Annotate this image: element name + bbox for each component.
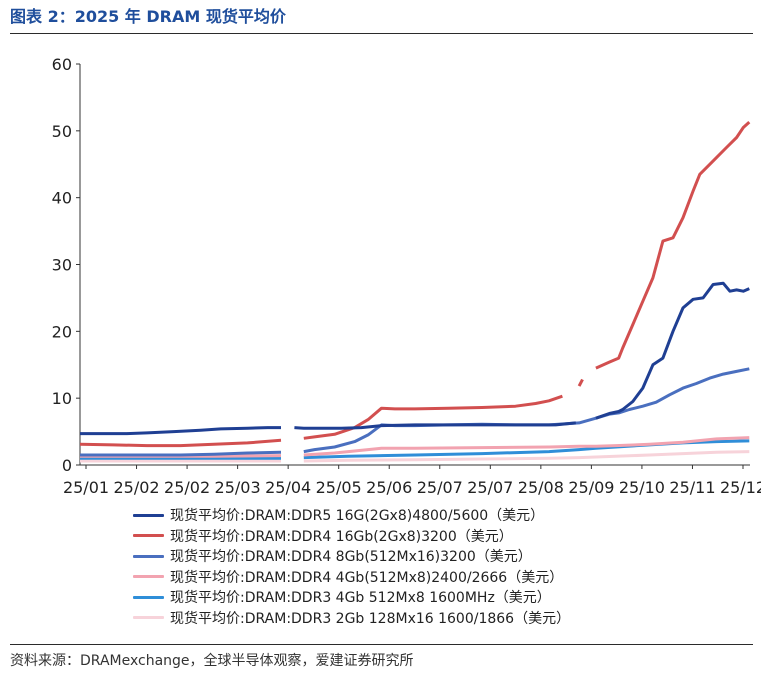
legend-label: 现货平均价:DRAM:DDR3 2Gb 128Mx16 1600/1866（美元… — [170, 610, 571, 627]
x-tick-label: 25/02 — [164, 478, 210, 497]
source-note: 资料来源：DRAMexchange，全球半导体观察，爱建证券研究所 — [10, 653, 414, 669]
series-path — [303, 394, 563, 440]
x-tick-label: 25/06 — [366, 478, 412, 497]
legend-label: 现货平均价:DRAM:DDR4 16Gb(2Gx8)3200（美元） — [170, 528, 513, 545]
x-axis: 25/01 25/02 25/02 25/03 25/04 25/05 25/06 25/07… — [63, 464, 761, 497]
series-layer — [79, 120, 751, 463]
header-divider — [10, 33, 753, 34]
series-line — [79, 120, 751, 448]
x-tick-label: 25/07 — [467, 478, 513, 497]
series-path — [294, 421, 576, 430]
series-path — [79, 438, 282, 448]
legend-swatch — [133, 595, 164, 599]
y-axis: 0 10 20 30 40 50 60 — [52, 55, 81, 475]
x-tick-label: 25/10 — [619, 478, 665, 497]
legend-item: 现货平均价:DRAM:DDR5 16G(2Gx8)4800/5600（美元） — [133, 505, 693, 526]
series-path — [80, 426, 281, 436]
x-tick-label: 25/05 — [316, 478, 362, 497]
series-path — [303, 436, 750, 457]
series-path — [80, 450, 282, 457]
legend-item: 现货平均价:DRAM:DDR4 16Gb(2Gx8)3200（美元） — [133, 526, 693, 547]
legend-swatch — [133, 616, 164, 620]
legend-item: 现货平均价:DRAM:DDR4 4Gb(512Mx8)2400/2666（美元） — [133, 567, 693, 588]
series-path — [303, 367, 750, 454]
y-tick-label: 60 — [52, 55, 72, 74]
footer-divider — [10, 644, 753, 645]
x-tick-label: 25/09 — [568, 478, 614, 497]
legend-label: 现货平均价:DRAM:DDR5 16G(2Gx8)4800/5600（美元） — [170, 508, 545, 525]
chart-legend: 现货平均价:DRAM:DDR5 16G(2Gx8)4800/5600（美元） 现货… — [133, 505, 693, 628]
x-tick-label: 25/03 — [215, 478, 261, 497]
x-tick-label: 25/11 — [669, 478, 715, 497]
series-path — [595, 281, 750, 420]
series-path — [577, 378, 584, 387]
legend-swatch — [133, 575, 164, 579]
legend-swatch — [133, 513, 164, 517]
legend-item: 现货平均价:DRAM:DDR3 2Gb 128Mx16 1600/1866（美元… — [133, 608, 693, 629]
legend-label: 现货平均价:DRAM:DDR4 4Gb(512Mx8)2400/2666（美元） — [170, 569, 564, 586]
series-line — [80, 450, 750, 463]
x-tick-label: 25/07 — [417, 478, 463, 497]
series-path — [595, 120, 751, 370]
y-tick-label: 10 — [52, 389, 72, 408]
series-line — [80, 367, 750, 457]
legend-swatch — [133, 554, 164, 558]
y-tick-label: 50 — [52, 122, 72, 141]
legend-label: 现货平均价:DRAM:DDR3 4Gb 512Mx8 1600MHz（美元） — [170, 590, 551, 607]
x-tick-label: 25/04 — [265, 478, 311, 497]
series-path — [303, 450, 750, 463]
y-tick-label: 0 — [62, 456, 72, 475]
x-tick-label: 25/01 — [63, 478, 109, 497]
y-tick-label: 40 — [52, 189, 72, 208]
legend-label: 现货平均价:DRAM:DDR4 8Gb(512Mx16)3200（美元） — [170, 549, 532, 566]
x-tick-label: 25/02 — [113, 478, 159, 497]
series-line — [80, 281, 750, 436]
legend-item: 现货平均价:DRAM:DDR3 4Gb 512Mx8 1600MHz（美元） — [133, 587, 693, 608]
figure-header: 图表 2：2025 年 DRAM 现货平均价 — [10, 3, 753, 31]
figure-title: 图表 2：2025 年 DRAM 现货平均价 — [10, 7, 286, 26]
y-tick-label: 20 — [52, 322, 72, 341]
y-tick-label: 30 — [52, 256, 72, 275]
x-tick-label: 25/12 — [720, 478, 761, 497]
legend-swatch — [133, 534, 164, 538]
legend-item: 现货平均价:DRAM:DDR4 8Gb(512Mx16)3200（美元） — [133, 546, 693, 567]
x-tick-label: 25/08 — [518, 478, 564, 497]
